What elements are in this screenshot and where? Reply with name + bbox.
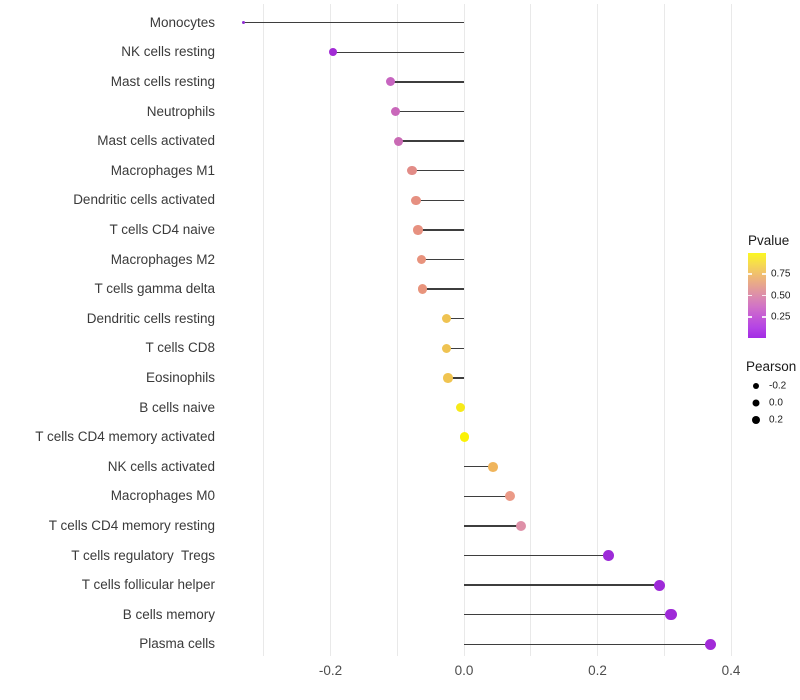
lollipop-point: [441, 343, 452, 354]
lollipop-stem: [243, 22, 464, 24]
gridline: [730, 4, 732, 656]
gridline: [263, 4, 265, 656]
colorbar-tick-label: 0.75: [771, 268, 791, 280]
category-label: Eosinophils: [145, 369, 215, 385]
gridline: [663, 4, 665, 656]
category-label: Neutrophils: [146, 103, 215, 119]
lollipop-stem: [421, 258, 464, 261]
lollipop-point: [488, 461, 499, 472]
lollipop-stem: [464, 466, 494, 468]
category-label: Plasma cells: [139, 636, 215, 652]
colorbar-tick: [748, 315, 752, 318]
colorbar-tick: [748, 294, 752, 297]
gridline: [597, 4, 598, 656]
lollipop-point: [417, 284, 428, 294]
lollipop-point: [455, 402, 466, 413]
category-label: Monocytes: [149, 14, 215, 30]
lollipop-stem: [422, 288, 464, 290]
lollipop-point: [704, 638, 716, 650]
category-label: T cells gamma delta: [94, 281, 215, 297]
lollipop-stem: [333, 51, 464, 53]
lollipop-stem: [464, 525, 521, 527]
category-label: T cells CD8: [145, 340, 215, 356]
lollipop-point: [386, 77, 396, 87]
category-label: Macrophages M1: [110, 162, 215, 178]
x-axis-tick-label: -0.2: [318, 663, 343, 678]
category-label: T cells CD4 naive: [109, 221, 215, 237]
category-label: T cells CD4 memory activated: [35, 429, 215, 445]
lollipop-stem: [464, 614, 671, 616]
lollipop-stem: [390, 81, 464, 83]
category-label: T cells regulatory Tregs: [71, 547, 215, 563]
category-label: Dendritic cells activated: [73, 192, 215, 208]
lollipop-point: [407, 166, 417, 176]
gridline: [396, 4, 398, 656]
colorbar-tick: [748, 273, 752, 276]
gridline: [463, 4, 465, 656]
pearson-legend-dot: [752, 383, 759, 390]
lollipop-stem: [464, 643, 711, 645]
pearson-legend-title: Pearson: [746, 359, 797, 374]
lollipop-stem: [464, 554, 609, 557]
lollipop-point: [329, 48, 338, 57]
lollipop-point: [413, 225, 423, 235]
category-label: Macrophages M2: [110, 251, 215, 267]
lollipop-stem: [411, 170, 464, 172]
pearson-legend-dot: [751, 415, 760, 424]
lollipop-stem: [464, 495, 511, 497]
x-axis-tick-label: 0.0: [454, 663, 474, 678]
lollipop-point: [603, 550, 615, 561]
category-label: T cells follicular helper: [81, 577, 215, 593]
category-label: Mast cells activated: [97, 133, 215, 149]
gridline: [530, 4, 532, 656]
x-axis-tick-label: 0.2: [588, 663, 607, 678]
x-axis-tick-label: 0.4: [721, 663, 741, 678]
colorbar-tick-label: 0.50: [771, 290, 791, 301]
lollipop-point: [654, 579, 666, 591]
colorbar-tick: [762, 315, 766, 318]
pvalue-colorbar: [748, 253, 766, 338]
lollipop-point: [515, 520, 526, 531]
colorbar-tick-label: 0.25: [771, 311, 791, 323]
category-label: NK cells activated: [107, 458, 215, 474]
category-label: NK cells resting: [121, 44, 215, 60]
category-label: Dendritic cells resting: [86, 310, 215, 326]
gridline: [330, 4, 331, 656]
pearson-legend-label: -0.2: [769, 380, 787, 392]
lollipop-point: [459, 432, 470, 442]
lollipop-point: [390, 107, 400, 116]
lollipop-point: [443, 373, 453, 383]
pearson-legend-label: 0.0: [769, 397, 783, 409]
lollipop-point: [416, 254, 426, 265]
lollipop-point: [505, 491, 516, 502]
category-label: B cells naive: [139, 399, 215, 415]
colorbar-tick: [762, 273, 766, 276]
lollipop-stem: [446, 347, 464, 349]
lollipop-stem: [417, 229, 464, 231]
pearson-legend-dot: [752, 399, 759, 407]
lollipop-point: [411, 195, 421, 205]
lollipop-stem: [446, 318, 464, 320]
lollipop-point: [242, 21, 246, 25]
colorbar-tick: [762, 294, 766, 297]
pvalue-legend-title: Pvalue: [748, 233, 790, 248]
lollipop-point: [665, 609, 677, 621]
lollipop-stem: [395, 110, 464, 113]
pearson-legend-label: 0.2: [769, 414, 783, 426]
category-label: Macrophages M0: [110, 488, 215, 504]
lollipop-point: [441, 313, 452, 324]
category-label: T cells CD4 memory resting: [48, 517, 215, 533]
lollipop-stem: [464, 584, 660, 586]
category-label: Mast cells resting: [110, 73, 215, 89]
lollipop-stem: [398, 140, 464, 142]
lollipop-stem: [447, 377, 464, 379]
lollipop-point: [394, 136, 404, 146]
lollipop-stem: [415, 199, 464, 201]
category-label: B cells memory: [122, 606, 215, 622]
